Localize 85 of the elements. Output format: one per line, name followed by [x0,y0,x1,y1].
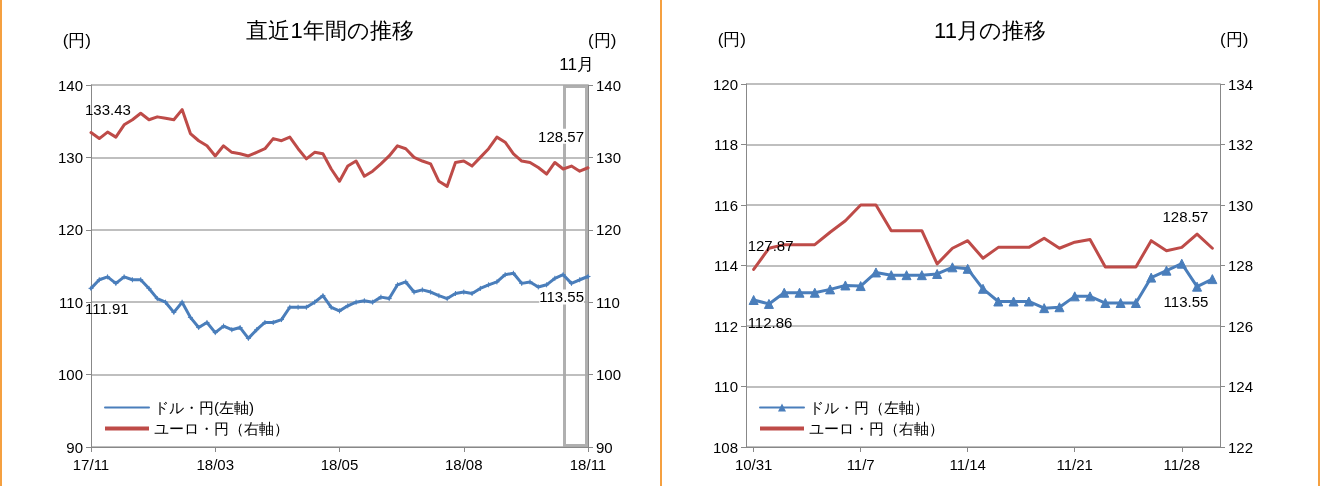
x-tick-label: 11/21 [1056,456,1093,473]
point [886,270,897,281]
data-label: 111.91 [85,300,129,318]
point [962,263,973,274]
y2-tick-label: 110 [596,293,620,311]
point [1023,296,1034,307]
point [993,296,1004,307]
y2-tick-label: 130 [596,148,622,166]
chart-title: 11月の推移 [934,17,1046,43]
data-label: 128.57 [1162,208,1209,226]
point [916,270,927,281]
data-label: 113.55 [1163,293,1209,311]
text: 11月 [559,55,595,74]
y-tick-label: 140 [57,76,83,94]
y2-tick-label: 134 [1228,75,1254,93]
y-axis-title: (円) [62,31,91,50]
y2-tick-label: 90 [596,438,613,456]
y2-tick-label: 130 [1228,196,1254,214]
point [1146,272,1157,283]
point [1100,298,1111,309]
x-tick-label: 11/14 [949,456,986,473]
point [794,287,805,298]
x-tick-label: 18/03 [196,456,235,473]
x-tick-label: 10/31 [734,456,773,473]
chart-title: 直近1年間の推移 [246,17,414,43]
point [825,284,836,295]
data-label: 128.57 [538,127,584,145]
point [1176,258,1187,269]
point [779,287,790,298]
y-tick-label: 90 [66,438,83,456]
y2-tick-label: 124 [1228,378,1254,395]
y2-tick-label: 140 [596,76,622,94]
point [1008,296,1019,307]
y2-tick-label: 120 [596,221,622,239]
x-tick-label: 18/11 [569,456,607,473]
point [901,270,912,281]
point [763,298,774,309]
data-label: 133.43 [85,100,131,118]
y-tick-label: 100 [57,366,83,384]
y2-tick-label: 100 [596,366,622,384]
y-axis-title: (円) [717,30,746,49]
point [748,294,759,305]
y2-tick-label: 132 [1228,136,1254,153]
y-tick-label: 110 [59,293,83,311]
x-tick-label: 18/08 [444,456,483,473]
y2-axis-title: (円) [588,31,617,50]
data-label: 113.55 [539,288,584,306]
legend-label: ドル・円（左軸） [809,399,929,416]
data-label: 127.87 [747,237,794,255]
point [1207,274,1218,285]
point [840,280,851,291]
x-tick-label: 11/28 [1163,456,1200,473]
y-tick-label: 110 [714,378,738,395]
y-tick-label: 108 [712,438,738,456]
legend-label: ユーロ・円（右軸） [154,420,289,437]
x-tick-label: 18/05 [320,456,359,473]
y-tick-label: 130 [57,148,83,166]
point [1069,291,1080,302]
y2-tick-label: 126 [1228,317,1254,335]
y-tick-label: 116 [714,196,738,214]
y-tick-label: 120 [712,75,738,93]
point [1115,298,1126,309]
point [855,281,866,292]
point [978,283,988,294]
x-tick-label: 17/11 [72,456,110,473]
point [1085,291,1096,302]
y2-tick-label: 122 [1228,438,1254,456]
point [947,262,958,273]
point [1039,303,1050,314]
point [1054,302,1065,313]
y2-tick-label: 128 [1228,257,1254,274]
point [932,268,943,279]
point [809,287,820,298]
data-label: 112.86 [747,313,793,331]
y2-axis-title: (円) [1220,30,1249,49]
y-tick-label: 112 [714,317,738,335]
y-tick-label: 120 [57,221,83,239]
point [1161,265,1172,276]
y-tick-label: 114 [714,257,738,274]
point [1130,298,1141,309]
legend-label: ドル・円(左軸) [154,399,254,416]
y-tick-label: 118 [714,136,738,153]
point [1192,281,1203,292]
legend-label: ユーロ・円（右軸） [809,420,944,437]
x-tick-label: 11/7 [846,456,875,473]
